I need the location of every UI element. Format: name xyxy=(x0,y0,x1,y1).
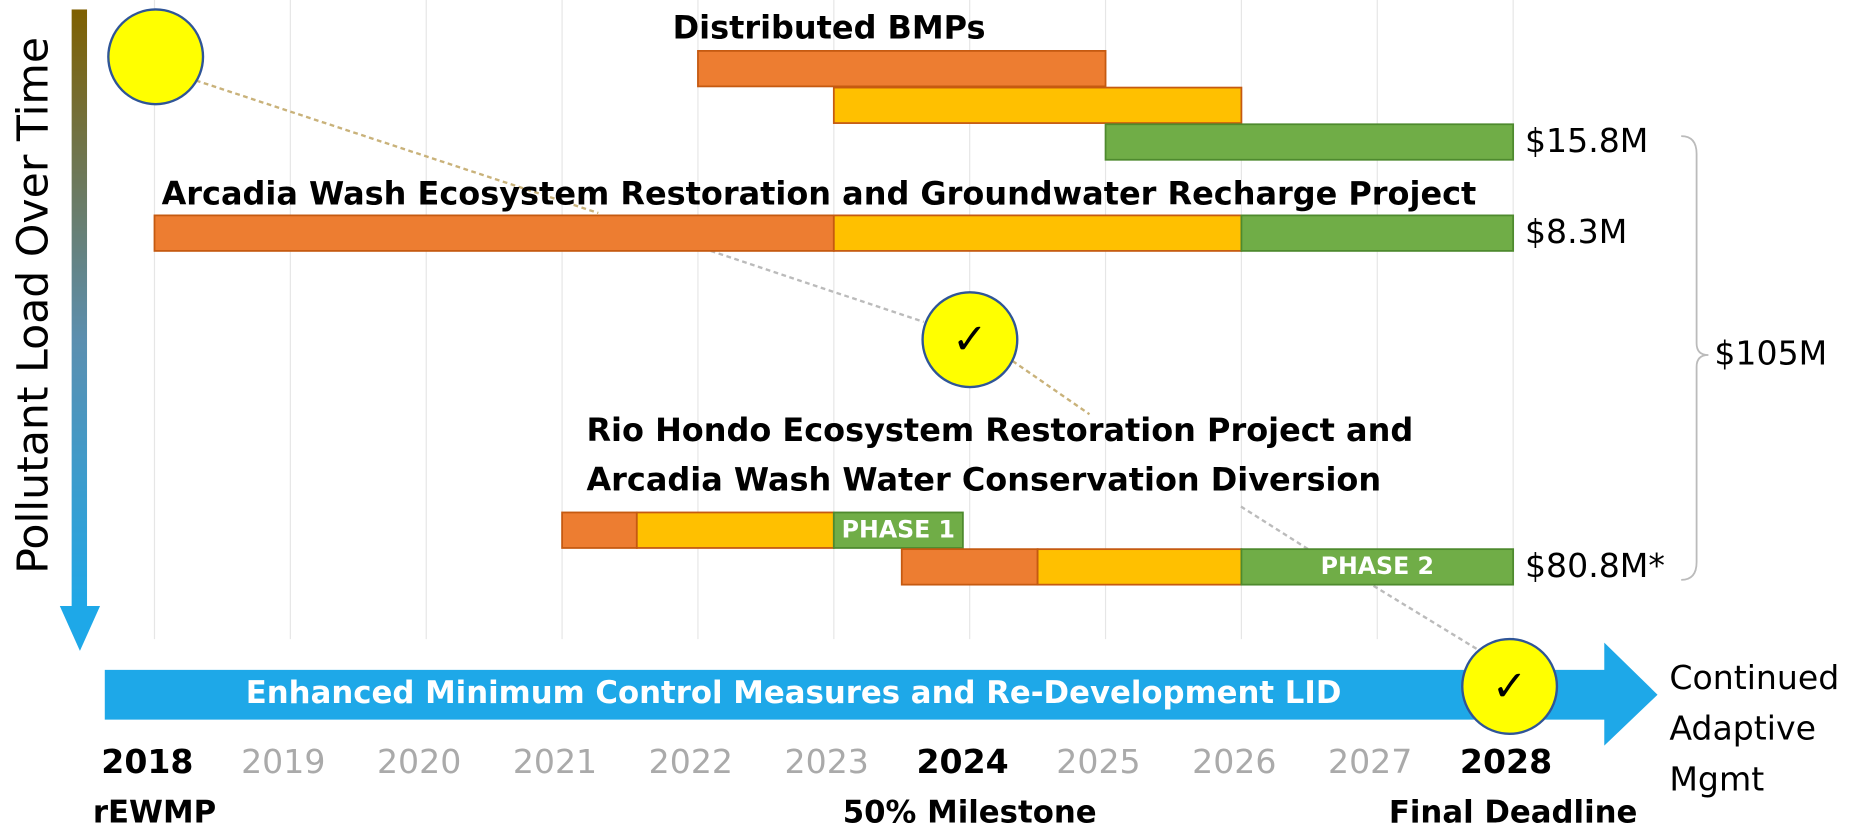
group-title: Arcadia Wash Water Conservation Diversio… xyxy=(586,461,1381,499)
x-tick-label: 2019 xyxy=(241,742,325,781)
phase-label: PHASE 2 xyxy=(1321,552,1434,580)
brace xyxy=(1681,135,1709,581)
bar-segment xyxy=(697,50,1107,88)
bar-segment xyxy=(832,86,1243,124)
x-tick-label: 2025 xyxy=(1056,742,1140,781)
group-title: Rio Hondo Ecosystem Restoration Project … xyxy=(586,411,1413,449)
x-tick-label: 2023 xyxy=(785,742,869,781)
milestone-label: Final Deadline xyxy=(1389,795,1638,831)
x-tick-label: 2028 xyxy=(1460,742,1552,781)
x-tick-label: 2026 xyxy=(1192,742,1276,781)
x-tick-label: 2020 xyxy=(377,742,461,781)
connector xyxy=(1372,584,1481,652)
phase-label: PHASE 1 xyxy=(842,515,955,543)
cost-label: $15.8M xyxy=(1525,121,1648,160)
y-arrow-head xyxy=(59,605,101,651)
check-circle xyxy=(921,291,1019,389)
bar-segment xyxy=(635,511,835,549)
x-tick-label: 2022 xyxy=(649,742,733,781)
y-arrow-shaft xyxy=(71,9,88,614)
legend-circle xyxy=(107,8,205,106)
bar-segment xyxy=(1036,548,1243,586)
bar-segment xyxy=(832,214,1243,252)
bar-segment xyxy=(1240,548,1515,586)
x-tick-label: 2018 xyxy=(101,742,193,781)
bar-segment xyxy=(900,548,1039,586)
cost-label: $80.8M* xyxy=(1525,546,1665,585)
continuation: Continued Adaptive Mgmt xyxy=(1669,658,1839,799)
connector xyxy=(710,249,925,324)
bar-segment xyxy=(561,511,638,549)
continuation-line: Mgmt xyxy=(1669,760,1764,799)
continuation-line: Continued xyxy=(1669,658,1839,697)
x-tick-label: 2024 xyxy=(916,742,1008,781)
continuation-line: Adaptive xyxy=(1669,709,1816,748)
check-icon: ✓ xyxy=(1492,661,1528,711)
group-title: Arcadia Wash Ecosystem Restoration and G… xyxy=(162,174,1477,212)
baseline-label: Enhanced Minimum Control Measures and Re… xyxy=(246,675,1342,711)
bar-segment xyxy=(153,214,835,252)
check-circle xyxy=(1461,637,1559,735)
group-title: Distributed BMPs xyxy=(673,9,986,47)
bar-segment xyxy=(832,511,964,549)
x-tick-label: 2021 xyxy=(513,742,597,781)
milestone-label: rEWMP xyxy=(93,795,216,831)
baseline-arrow xyxy=(104,642,1658,746)
milestone-label: 50% Milestone xyxy=(843,795,1097,831)
cost-label: $8.3M xyxy=(1525,212,1627,251)
y-axis-label: Pollutant Load Over Time xyxy=(9,37,59,574)
bar-segment xyxy=(1240,214,1515,252)
total-cost: $105M xyxy=(1714,334,1827,373)
connector xyxy=(195,79,599,215)
connector xyxy=(1011,359,1091,416)
x-tick-label: 2027 xyxy=(1328,742,1412,781)
check-icon: ✓ xyxy=(952,315,988,365)
bar-segment xyxy=(1104,123,1515,161)
